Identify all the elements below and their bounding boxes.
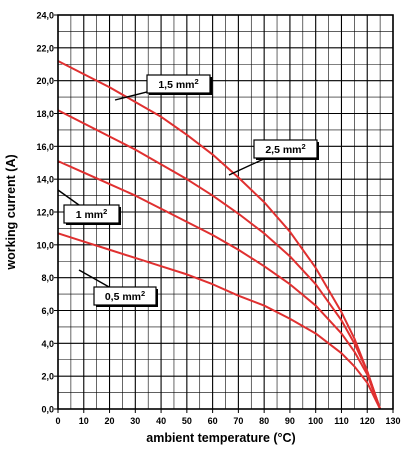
x-tick-label: 60: [208, 416, 218, 426]
callout-label: 1 mm2: [76, 207, 108, 221]
y-tick-label: 16,0: [36, 142, 54, 152]
x-tick-label: 50: [182, 416, 192, 426]
callout-box: [253, 139, 318, 159]
series-lines: [57, 60, 382, 410]
y-tick-label: 12,0: [36, 208, 54, 218]
callout-box: [146, 74, 211, 94]
y-tick-label: 4,0: [41, 339, 54, 349]
x-axis-title: ambient temperature (°C): [146, 431, 295, 445]
y-tick-label: 22,0: [36, 43, 54, 53]
series-line-1: [57, 109, 382, 410]
y-tick-label: 8,0: [41, 273, 54, 283]
callout-box: [63, 204, 120, 224]
y-tick-label: 6,0: [41, 306, 54, 316]
y-axis-title: working current (A): [4, 154, 18, 270]
line-callouts: 1,5 mm2 2,5 mm2 1 mm2 0,5 mm2: [57, 74, 319, 307]
callout-box: [93, 286, 157, 306]
series-line-3: [57, 232, 382, 410]
y-tick-label: 24,0: [36, 11, 54, 21]
y-tick-label: 10,0: [36, 240, 54, 250]
x-tick-label: 90: [285, 416, 295, 426]
x-tick-label: 0: [55, 416, 60, 426]
x-tick-label: 30: [130, 416, 140, 426]
x-tick-label: 10: [79, 416, 89, 426]
y-tick-label: 20,0: [36, 76, 54, 86]
callout-label: 1,5 mm2: [158, 77, 198, 91]
callout-label: 2,5 mm2: [265, 142, 305, 156]
x-tick-label: 110: [334, 416, 349, 426]
y-tick-label: 2,0: [41, 372, 54, 382]
x-tick-label: 130: [385, 416, 400, 426]
plot-frame: [54, 14, 394, 413]
plot-border: [57, 14, 394, 410]
series-line-2: [57, 160, 382, 410]
callout-label: 0,5 mm2: [105, 289, 145, 303]
x-tick-label: 20: [105, 416, 115, 426]
y-tick-label: 0,0: [41, 405, 54, 415]
series-line-0: [57, 60, 382, 410]
x-tick-label: 70: [233, 416, 243, 426]
x-tick-label: 40: [156, 416, 166, 426]
x-tick-label: 100: [308, 416, 323, 426]
x-tick-label: 120: [360, 416, 375, 426]
y-tick-label: 18,0: [36, 109, 54, 119]
tick-labels: 0 10 20 30 40 50 60 70 80 90 100 110 120 130 0,0 2,0 4,0…: [36, 11, 400, 427]
x-tick-label: 80: [259, 416, 269, 426]
y-tick-label: 14,0: [36, 175, 54, 185]
